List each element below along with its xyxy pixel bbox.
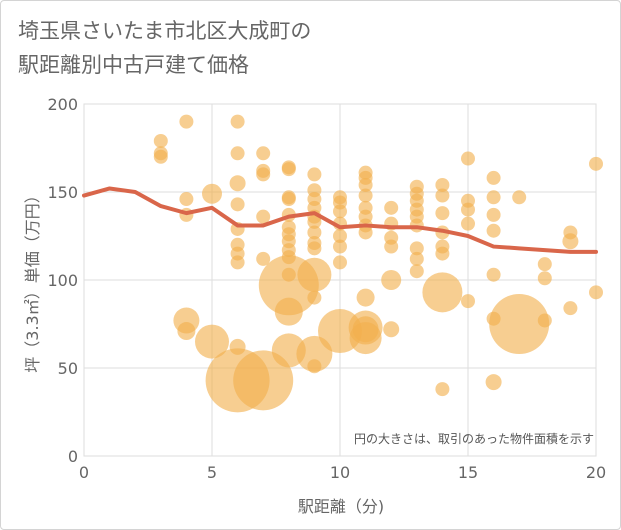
x-tick-label: 15 <box>458 463 478 482</box>
y-tick-label: 200 <box>47 95 78 114</box>
bubble-point <box>256 251 271 266</box>
y-axis-title: 坪（3.3㎡）単価（万円） <box>23 187 42 372</box>
bubble-point <box>179 114 194 129</box>
bubble-point <box>358 177 373 192</box>
bubble-point <box>307 290 322 305</box>
bubble-point <box>461 216 475 231</box>
bubble-point <box>356 288 375 307</box>
bubble-point <box>485 374 502 391</box>
bubble-point <box>409 251 424 266</box>
y-tick-label: 100 <box>47 271 78 290</box>
bubble-point <box>333 204 347 219</box>
bubble-point <box>563 301 578 316</box>
x-tick-label: 5 <box>207 463 217 482</box>
bubble-point <box>384 239 399 254</box>
bubble-point <box>589 285 603 300</box>
bubble-point <box>409 264 424 279</box>
bubble-point <box>422 272 463 313</box>
x-axis-title: 駅距離（分) <box>298 497 384 516</box>
bubble-point <box>562 233 579 250</box>
bubble-point <box>307 214 322 229</box>
bubble-point <box>461 151 475 166</box>
bubble-point <box>381 270 402 290</box>
y-tick-label: 150 <box>47 183 78 202</box>
chart-title-line-2: 駅距離別中古戸建て価格 <box>18 53 249 77</box>
bubble-point <box>307 225 322 240</box>
bubble-point <box>281 162 296 177</box>
y-tick-label: 50 <box>58 359 78 378</box>
bubble-point <box>461 294 475 309</box>
bubble-point <box>179 192 194 207</box>
bubble-point <box>230 197 245 212</box>
bubble-point <box>195 324 229 359</box>
bubble-point <box>358 225 373 240</box>
bubble-point <box>435 177 450 192</box>
bubble-point <box>333 255 347 270</box>
bubble-point <box>230 255 245 270</box>
bubble-point <box>333 239 347 254</box>
bubble-point <box>307 359 322 374</box>
bubble-point <box>274 297 303 326</box>
bubble-point <box>349 322 382 355</box>
bubble-point <box>297 257 332 292</box>
bubble-point <box>230 114 245 129</box>
bubble-point <box>233 350 294 411</box>
bubble-point <box>384 200 399 215</box>
bubble-point <box>256 167 271 182</box>
bubble-point <box>486 267 501 282</box>
bubble-layer <box>153 114 603 413</box>
bubble-point <box>512 190 527 205</box>
bubble-point <box>383 321 400 338</box>
bubble-point <box>589 156 603 171</box>
bubble-point <box>435 246 450 261</box>
bubble-point <box>256 209 271 224</box>
bubble-point <box>435 188 450 203</box>
bubble-point <box>153 133 168 148</box>
chart-title-line-1: 埼玉県さいたま市北区大成町の <box>18 19 312 43</box>
chart-title: 埼玉県さいたま市北区大成町の 駅距離別中古戸建て価格 <box>18 14 578 82</box>
trend-line <box>82 186 598 254</box>
x-tick-label: 20 <box>586 463 606 482</box>
x-tick-label: 10 <box>330 463 350 482</box>
y-tick-label: 0 <box>68 447 78 466</box>
bubble-point <box>153 149 168 164</box>
bubble-point <box>486 223 501 238</box>
bubble-point <box>537 313 552 328</box>
bubble-point <box>537 271 552 286</box>
size-annotation: 円の大きさは、取引のあった物件面積を示す <box>354 431 594 446</box>
bubble-point <box>177 322 196 341</box>
bubble-point <box>489 294 550 354</box>
bubble-point <box>307 241 322 256</box>
bubble-point <box>281 192 296 207</box>
x-tick-label: 0 <box>79 463 89 482</box>
bubble-point <box>486 207 501 222</box>
bubble-point <box>486 190 501 205</box>
bubble-point <box>333 229 347 243</box>
bubble-point <box>202 183 222 204</box>
bubble-point <box>409 241 424 256</box>
bubble-point <box>486 170 501 185</box>
bubble-point <box>435 206 450 221</box>
bubble-point <box>230 146 245 161</box>
bubble-point <box>229 175 246 192</box>
bubble-point <box>307 167 322 182</box>
trend-line-layer <box>82 186 598 254</box>
bubble-point <box>358 188 373 203</box>
bubble-point <box>256 146 271 161</box>
bubble-point <box>537 257 552 272</box>
bubble-point <box>435 382 450 397</box>
bubble-point <box>461 202 475 217</box>
